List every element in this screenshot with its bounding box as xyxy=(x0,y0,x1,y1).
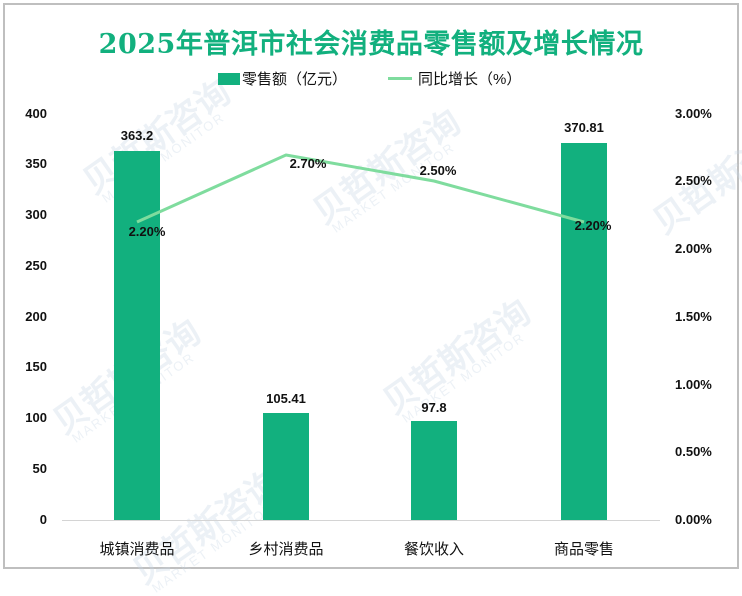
bar-rural[interactable] xyxy=(263,413,309,520)
right-axis-tick: 3.00% xyxy=(675,106,712,121)
left-axis-tick: 250 xyxy=(25,258,47,273)
legend-item-bar[interactable]: 零售额（亿元） xyxy=(218,68,347,89)
left-axis-tick: 50 xyxy=(32,461,47,476)
right-axis-tick: 0.00% xyxy=(675,512,712,527)
legend-item-line[interactable]: 同比增长（%） xyxy=(388,68,521,89)
right-axis-tick: 0.50% xyxy=(675,444,712,459)
legend-bar-label: 零售额（亿元） xyxy=(242,71,348,88)
bar-value-label: 370.81 xyxy=(564,120,604,135)
left-axis-tick: 200 xyxy=(25,309,47,324)
legend: 零售额（亿元） 同比增长（%） xyxy=(0,68,742,88)
growth-line xyxy=(136,153,585,224)
bar-value-label: 363.2 xyxy=(120,128,154,143)
line-value-label: 2.50% xyxy=(419,163,457,178)
x-axis-category: 城镇消费品 xyxy=(99,541,175,558)
chart-title: 2025年普洱市社会消费品零售额及增长情况 xyxy=(98,29,644,60)
bar-value-label: 105.41 xyxy=(266,391,306,406)
right-axis-tick: 2.50% xyxy=(675,173,712,188)
line-value-label: 2.20% xyxy=(128,224,166,239)
line-swatch-icon xyxy=(388,77,412,80)
x-axis-category: 餐饮收入 xyxy=(403,541,464,558)
x-axis-category: 商品零售 xyxy=(553,541,614,558)
line-value-label: 2.70% xyxy=(289,156,327,171)
line-value-label: 2.20% xyxy=(574,218,612,233)
left-axis-tick: 400 xyxy=(25,106,47,121)
x-axis-line xyxy=(62,520,660,521)
left-axis-tick: 0 xyxy=(39,512,47,527)
bar-urban[interactable] xyxy=(114,151,160,520)
growth-line-chart xyxy=(136,153,585,224)
bar-catering[interactable] xyxy=(411,421,457,520)
left-axis-tick: 150 xyxy=(25,359,47,374)
bar-value-label: 97.8 xyxy=(421,400,447,415)
left-axis-tick: 350 xyxy=(25,156,47,171)
bar-retail[interactable] xyxy=(561,143,607,520)
legend-line-label: 同比增长（%） xyxy=(418,71,522,88)
right-axis-tick: 1.50% xyxy=(675,309,712,324)
bar-swatch-icon xyxy=(218,72,240,85)
left-axis-tick: 100 xyxy=(25,410,47,425)
right-axis-tick: 1.00% xyxy=(675,377,712,392)
right-axis-tick: 2.00% xyxy=(675,241,712,256)
left-axis-tick: 300 xyxy=(25,207,47,222)
x-axis-category: 乡村消费品 xyxy=(248,541,324,558)
